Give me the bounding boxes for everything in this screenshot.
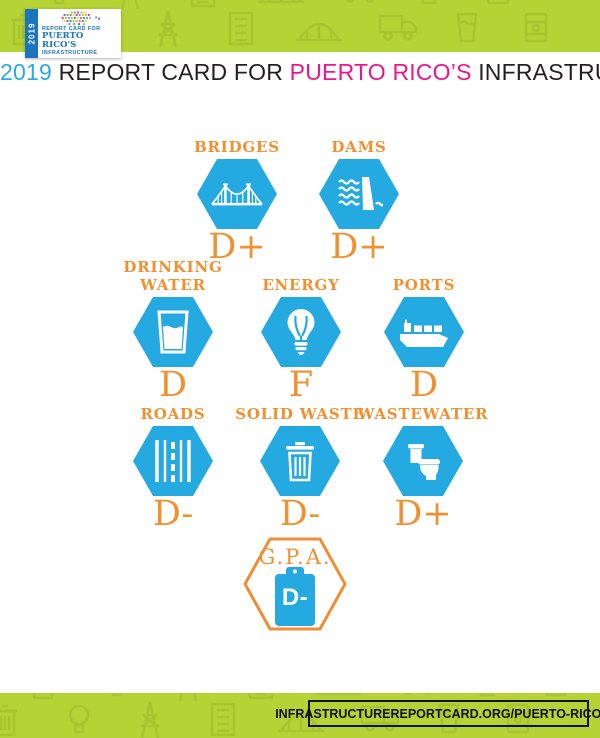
puerto-rico-mosaic-map <box>61 11 101 25</box>
category-grade-drinking-water: D <box>158 365 188 405</box>
category-label-solid-waste: SOLID WASTE <box>235 405 365 424</box>
category-label-wastewater: WASTEWATER <box>357 405 489 424</box>
category-grade-solid-waste: D- <box>279 494 321 534</box>
bridge-icon <box>211 182 263 205</box>
footer-url-box: INFRASTRUCTUREREPORTCARD.ORG/PUERTO-RICO… <box>275 700 600 727</box>
roads-hexagon <box>133 426 213 496</box>
category-card-dams: DAMS D+ <box>284 138 434 267</box>
ports-hexagon <box>384 297 464 367</box>
category-grade-dams: D+ <box>330 227 388 267</box>
trash-can-icon <box>286 442 314 482</box>
dam-icon <box>338 177 383 210</box>
category-label-roads: ROADS <box>140 405 206 424</box>
category-card-roads: ROADS D- <box>98 404 248 532</box>
category-card-bridges: BRIDGES D+ <box>162 138 312 267</box>
category-card-ports: PORTS D <box>349 256 499 403</box>
category-label-bridges: BRIDGES <box>194 138 280 157</box>
logo-year-strip: 2019 <box>25 9 38 58</box>
dams-hexagon <box>319 159 399 229</box>
clipboard-icon <box>275 567 315 626</box>
logo-line-report-card-for: REPORT CARD FOR <box>42 25 101 32</box>
toilet-icon <box>408 444 440 480</box>
gpa-card: G.P.A. D- <box>220 536 370 632</box>
category-label-drinking-water: DRINKING WATER <box>123 257 223 295</box>
solid-waste-hexagon <box>260 426 340 496</box>
title-report-card-for: REPORT CARD FOR <box>58 59 290 85</box>
cargo-ship-icon <box>400 319 448 347</box>
category-grade-ports: D <box>409 365 439 405</box>
title-year: 2019 <box>0 59 59 85</box>
gpa-grade: D- <box>281 584 309 611</box>
logo-line-infrastructure: INFRASTRUCTURE <box>42 49 98 56</box>
title-infrastructure: INFRASTRUCTURE <box>478 59 600 85</box>
category-grade-energy: F <box>288 365 314 405</box>
drinking-water-hexagon <box>133 297 213 367</box>
water-glass-icon <box>157 310 189 354</box>
logo-line-puerto-ricos: PUERTO RICO'S <box>42 30 84 50</box>
logo-year-text: 2019 <box>27 22 37 45</box>
category-grade-bridges: D+ <box>208 227 266 267</box>
category-grade-wastewater: D+ <box>394 494 452 534</box>
lightbulb-icon <box>287 309 315 355</box>
category-card-solid-waste: SOLID WASTE D- <box>225 404 375 532</box>
category-grade-roads: D- <box>152 494 194 534</box>
title-puerto-ricos: PUERTO RICO’S <box>289 59 479 85</box>
page-title: 2019 REPORT CARD FOR PUERTO RICO’S INFRA… <box>0 59 600 86</box>
energy-hexagon <box>261 297 341 367</box>
category-card-drinking-water: DRINKING WATER D <box>98 256 248 403</box>
logo-body: REPORT CARD FOR PUERTO RICO'S INFRASTRUC… <box>38 9 121 58</box>
category-card-wastewater: WASTEWATER D+ <box>348 404 498 532</box>
category-label-dams: DAMS <box>331 138 387 157</box>
wastewater-hexagon <box>383 426 463 496</box>
bridges-hexagon <box>197 159 277 229</box>
category-card-energy: ENERGY F <box>226 256 376 403</box>
gpa-label: G.P.A. <box>258 545 332 569</box>
footer-url-text: INFRASTRUCTUREREPORTCARD.ORG/PUERTO-RICO <box>275 706 600 721</box>
category-label-ports: PORTS <box>392 276 456 295</box>
gpa-hexagon: G.P.A. D- <box>243 536 347 632</box>
bottom-banner: INFRASTRUCTUREREPORTCARD.ORG/PUERTO-RICO… <box>0 693 600 738</box>
road-icon <box>155 440 191 482</box>
category-label-energy: ENERGY <box>262 276 340 295</box>
report-card-logo: 2019 REPORT CARD FOR PUERTO RICO'S INFRA… <box>25 9 121 58</box>
